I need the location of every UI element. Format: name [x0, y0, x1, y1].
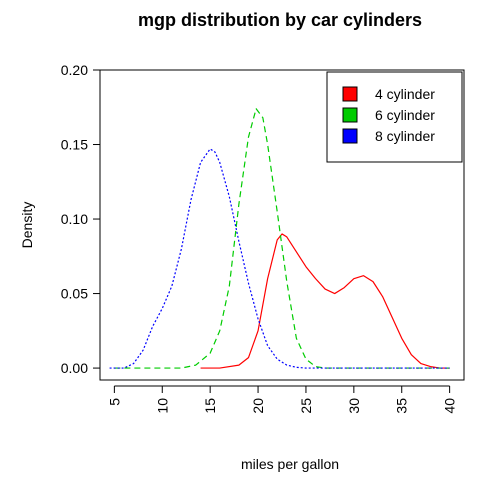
x-tick-label: 10	[154, 398, 170, 414]
y-tick-label: 0.15	[61, 137, 88, 153]
x-tick-label: 15	[202, 398, 218, 414]
legend: 4 cylinder 6 cylinder 8 cylinder	[326, 71, 463, 163]
legend-swatch	[342, 128, 358, 144]
series-line	[109, 148, 450, 369]
x-tick-label: 40	[442, 398, 458, 414]
plot-frame	[99, 69, 465, 381]
legend-label: 4 cylinder	[375, 86, 435, 102]
chart-title: mgp distribution by car cylinders	[138, 10, 422, 30]
y-tick-label: 0.10	[61, 211, 88, 227]
legend-label: 6 cylinder	[375, 107, 435, 123]
x-tick-label: 25	[298, 398, 314, 414]
series-line	[114, 108, 450, 369]
legend-swatch	[342, 86, 358, 102]
legend-label: 8 cylinder	[375, 128, 435, 144]
y-tick-label: 0.20	[61, 62, 88, 78]
y-tick-label: 0.00	[61, 360, 88, 376]
y-axis-label: Density	[19, 202, 35, 249]
x-tick-label: 30	[346, 398, 362, 414]
x-tick-label: 5	[106, 398, 122, 406]
x-axis-label: miles per gallon	[241, 456, 339, 472]
x-tick-label: 35	[394, 398, 410, 414]
legend-swatch	[342, 107, 358, 123]
plot-area: 0.00 0.05 0.10 0.15 0.20 5 10 15 20 25 30 35 40	[61, 62, 465, 414]
x-tick-label: 20	[250, 398, 266, 414]
y-tick-label: 0.05	[61, 286, 88, 302]
series-line	[200, 233, 450, 369]
